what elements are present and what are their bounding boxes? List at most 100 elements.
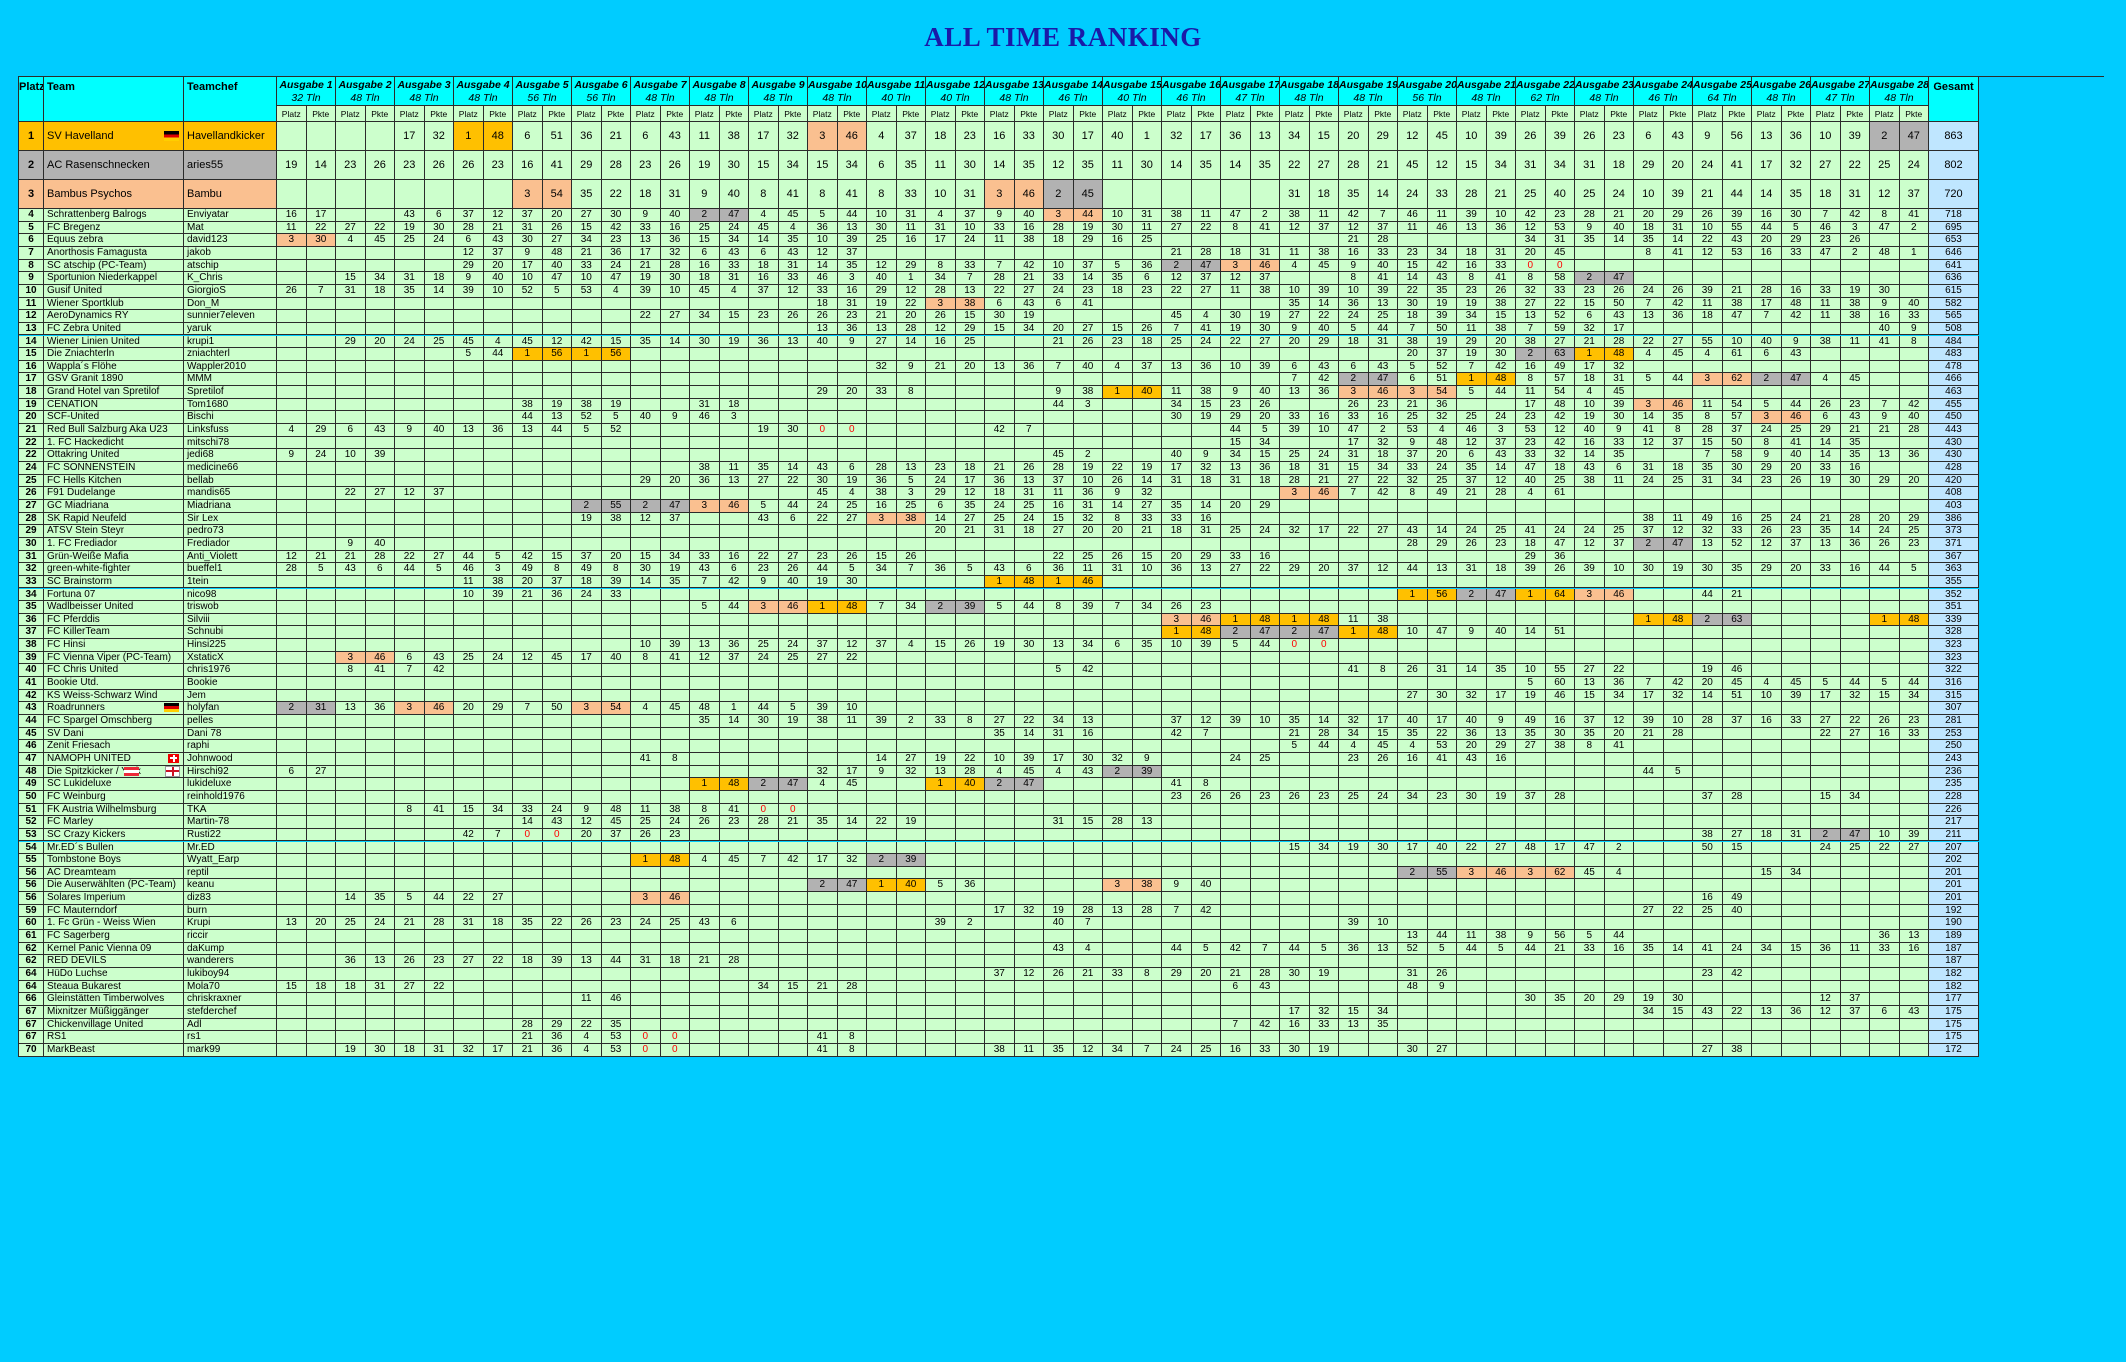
cell-platz [1398,854,1428,867]
cell-pkte [1014,449,1044,462]
team-chef: triswob [184,601,277,614]
cell-pkte: 20 [542,209,572,222]
cell-pkte [896,588,926,602]
cell-pkte: 25 [1191,1043,1221,1057]
cell-platz [1811,854,1841,867]
cell-platz [1575,487,1605,500]
cell-pkte [778,360,808,374]
cell-platz [1870,373,1900,387]
cell-platz [1398,651,1428,665]
subheader-pkte: Pkte [1073,106,1103,122]
cell-pkte [1781,917,1811,931]
cell-pkte [1545,904,1575,918]
total-points: 355 [1929,575,1979,589]
cell-platz [867,246,897,260]
cell-pkte: 45 [1545,246,1575,260]
cell-pkte [1781,778,1811,791]
cell-platz: 13 [336,702,366,715]
cell-platz [1752,550,1782,564]
cell-pkte: 36 [837,322,867,336]
cell-pkte: 8 [601,563,631,576]
ausgabe-label: Ausgabe 7 [633,79,687,91]
cell-platz [1280,348,1310,361]
cell-platz [867,651,897,665]
cell-platz: 9 [1044,386,1074,399]
cell-platz [1811,980,1841,994]
cell-pkte [660,348,690,361]
cell-pkte: 27 [1545,335,1575,349]
cell-platz [985,993,1015,1006]
cell-platz: 18 [631,180,661,209]
cell-pkte: 55 [1427,866,1457,880]
cell-platz [690,765,720,779]
cell-pkte: 24 [424,234,454,247]
cell-pkte [542,866,572,880]
cell-platz [867,892,897,905]
cell-platz [1752,601,1782,614]
cell-platz: 10 [572,272,602,285]
cell-pkte [719,1043,749,1057]
cell-pkte [1427,1018,1457,1032]
subheader-platz: Platz [513,106,543,122]
header-ausgabe-3: Ausgabe 3 48 Tln [395,77,454,106]
cell-pkte [1604,702,1634,715]
team-chef: jedi68 [184,449,277,462]
cell-platz: 43 [690,563,720,576]
cell-platz [1457,854,1487,867]
header-teamchef: Teamchef [184,77,277,122]
cell-platz [336,588,366,602]
cell-pkte [1014,955,1044,968]
cell-pkte: 28 [1545,790,1575,804]
cell-platz [395,246,425,260]
team-chef: MMM [184,373,277,387]
cell-platz [1811,917,1841,931]
cell-pkte [424,854,454,867]
cell-pkte: 29 [483,702,513,715]
cell-platz: 19 [1339,841,1369,855]
cell-platz: 30 [1398,1043,1428,1057]
cell-platz [395,904,425,918]
header-ausgabe-14: Ausgabe 14 46 Tln [1044,77,1103,106]
cell-platz: 24 [1752,424,1782,437]
cell-platz [690,626,720,640]
cell-pkte [424,499,454,513]
cell-pkte [1899,892,1929,905]
cell-platz: 23 [336,151,366,180]
cell-pkte: 9 [1899,322,1929,336]
subheader-platz: Platz [572,106,602,122]
cell-platz [1103,803,1133,817]
cell-platz: 11 [277,221,307,235]
cell-platz [1103,449,1133,462]
cell-pkte [1722,803,1752,817]
cell-pkte: 34 [1368,462,1398,475]
cell-platz [631,613,661,627]
cell-pkte: 10 [1663,715,1693,728]
cell-pkte [1899,436,1929,450]
cell-pkte [955,968,985,981]
cell-platz [513,1005,543,1019]
cell-pkte [1781,955,1811,968]
cell-pkte: 43 [1781,348,1811,361]
cell-pkte: 44 [1604,930,1634,943]
cell-pkte: 27 [424,550,454,564]
cell-pkte: 30 [1486,348,1516,361]
cell-pkte: 48 [1663,613,1693,627]
cell-platz [1103,917,1133,931]
cell-pkte: 25 [1132,234,1162,247]
cell-pkte [837,1005,867,1019]
cell-platz: 11 [1811,310,1841,323]
cell-platz [1752,322,1782,336]
cell-pkte: 47 [1368,373,1398,387]
cell-pkte [1309,537,1339,551]
subheader-platz: Platz [1339,106,1369,122]
cell-pkte: 14 [837,816,867,829]
subheader-platz: Platz [336,106,366,122]
cell-pkte: 46 [424,702,454,715]
cell-platz [867,841,897,855]
cell-pkte [1781,765,1811,779]
cell-pkte: 43 [1014,297,1044,311]
cell-pkte [955,955,985,968]
cell-pkte: 46 [837,122,867,151]
cell-platz: 13 [1575,677,1605,690]
cell-pkte [1309,1031,1339,1044]
